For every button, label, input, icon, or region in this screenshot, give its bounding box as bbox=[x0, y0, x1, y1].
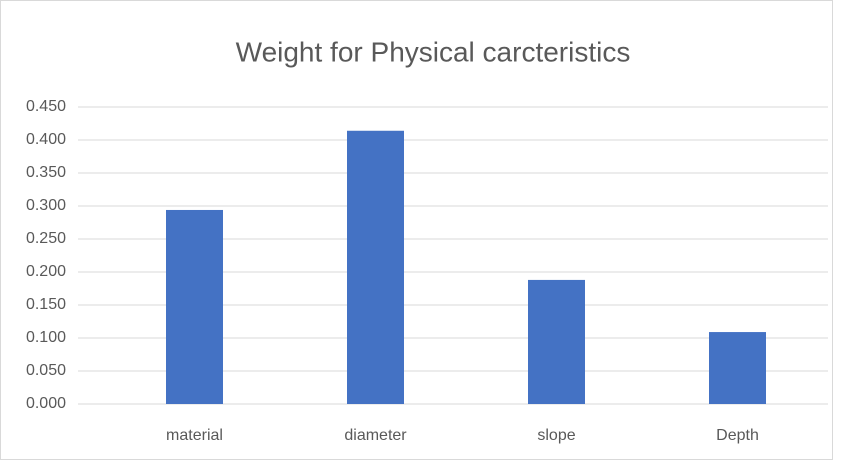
x-tick-label: slope bbox=[537, 427, 575, 444]
x-tick-label: material bbox=[166, 427, 223, 444]
y-tick-label: 0.250 bbox=[26, 230, 66, 247]
x-tick-label: Depth bbox=[716, 427, 759, 444]
bar bbox=[166, 209, 223, 404]
bar bbox=[709, 332, 766, 404]
y-tick-label: 0.200 bbox=[26, 263, 66, 280]
bar bbox=[347, 130, 404, 404]
y-tick-label: 0.000 bbox=[26, 395, 66, 412]
y-tick-label: 0.400 bbox=[26, 131, 66, 148]
y-tick-label: 0.150 bbox=[26, 296, 66, 313]
x-tick-label: diameter bbox=[344, 427, 407, 444]
y-tick-label: 0.450 bbox=[26, 98, 66, 115]
y-tick-label: 0.100 bbox=[26, 329, 66, 346]
y-tick-label: 0.350 bbox=[26, 164, 66, 181]
y-tick-label: 0.300 bbox=[26, 197, 66, 214]
bar bbox=[528, 279, 585, 404]
chart-title: Weight for Physical carcteristics bbox=[236, 36, 631, 67]
y-tick-label: 0.050 bbox=[26, 362, 66, 379]
